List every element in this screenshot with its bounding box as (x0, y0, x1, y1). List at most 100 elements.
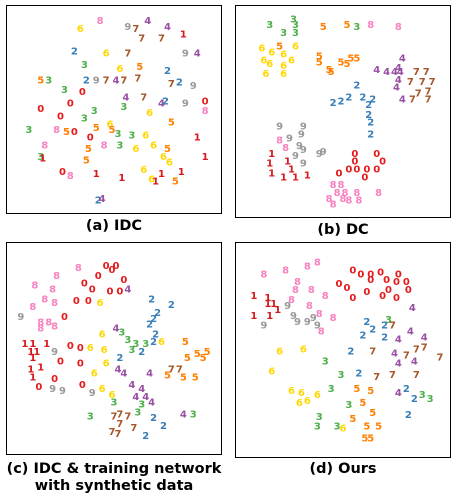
point-label-1: 1 (39, 154, 46, 165)
point-label-8: 8 (308, 285, 315, 296)
point-label-7: 7 (132, 24, 139, 35)
point-label-0: 0 (393, 277, 400, 288)
point-label-2: 2 (152, 329, 159, 340)
point-label-2: 2 (367, 118, 374, 129)
point-label-7: 7 (140, 93, 147, 104)
point-label-4: 4 (421, 333, 428, 344)
point-label-5: 5 (375, 422, 382, 433)
point-label-4: 4 (120, 368, 127, 379)
point-label-3: 3 (132, 339, 139, 350)
point-label-0: 0 (363, 165, 370, 176)
point-label-4: 4 (383, 67, 390, 78)
point-label-3: 3 (190, 409, 197, 420)
point-label-5: 5 (369, 408, 376, 419)
point-label-0: 0 (35, 382, 42, 393)
point-label-4: 4 (113, 75, 120, 86)
point-label-7: 7 (437, 352, 444, 363)
point-label-9: 9 (294, 317, 301, 328)
point-label-5: 5 (184, 353, 191, 364)
point-label-8: 8 (51, 322, 58, 333)
point-label-6: 6 (148, 175, 155, 186)
point-label-3: 3 (138, 400, 145, 411)
point-label-3: 3 (334, 422, 341, 433)
point-label-1: 1 (270, 299, 277, 310)
point-label-2: 2 (369, 94, 376, 105)
point-label-6: 6 (340, 424, 347, 435)
point-label-0: 0 (367, 275, 374, 286)
point-label-5: 5 (109, 125, 116, 136)
point-label-8: 8 (334, 188, 341, 199)
point-label-6: 6 (280, 69, 287, 80)
point-label-6: 6 (107, 119, 114, 130)
point-label-3: 3 (338, 370, 345, 381)
point-label-5: 5 (344, 59, 351, 70)
point-label-6: 6 (258, 44, 265, 55)
point-label-7: 7 (419, 77, 426, 88)
point-label-8: 8 (292, 285, 299, 296)
point-label-0: 0 (85, 296, 92, 307)
point-label-2: 2 (411, 394, 418, 405)
point-label-0: 0 (109, 265, 116, 276)
point-label-0: 0 (51, 374, 58, 385)
point-label-2: 2 (367, 129, 374, 140)
point-label-1: 1 (264, 299, 271, 310)
point-label-6: 6 (260, 55, 267, 66)
point-label-0: 0 (89, 285, 96, 296)
caption-a: (a) IDC (85, 218, 143, 234)
point-label-3: 3 (61, 85, 68, 96)
point-label-1: 1 (180, 30, 187, 41)
point-label-0: 0 (405, 285, 412, 296)
point-label-8: 8 (375, 188, 382, 199)
point-label-5: 5 (347, 53, 354, 64)
point-label-2: 2 (164, 66, 171, 77)
point-label-0: 0 (79, 87, 86, 98)
point-label-7: 7 (403, 350, 410, 361)
point-label-3: 3 (427, 394, 434, 405)
point-label-2: 2 (176, 77, 183, 88)
point-label-5: 5 (363, 422, 370, 433)
point-label-0: 0 (363, 287, 370, 298)
point-label-9: 9 (286, 133, 293, 144)
point-label-0: 0 (95, 271, 102, 282)
point-label-7: 7 (109, 427, 116, 438)
point-label-9: 9 (300, 159, 307, 170)
point-label-0: 0 (357, 269, 364, 280)
point-label-2: 2 (345, 92, 352, 103)
point-label-9: 9 (284, 301, 291, 312)
point-label-5: 5 (180, 372, 187, 383)
point-label-6: 6 (288, 55, 295, 66)
point-label-5: 5 (136, 62, 143, 73)
point-label-3: 3 (290, 14, 297, 25)
point-label-4: 4 (395, 335, 402, 346)
point-label-7: 7 (134, 73, 141, 84)
point-label-4: 4 (144, 16, 151, 27)
point-label-7: 7 (413, 370, 420, 381)
point-label-3: 3 (266, 20, 273, 31)
point-label-9: 9 (298, 129, 305, 140)
point-label-4: 4 (409, 303, 416, 314)
point-label-2: 2 (116, 353, 123, 364)
point-label-1: 1 (118, 173, 125, 184)
point-label-8: 8 (330, 180, 337, 191)
point-label-1: 1 (29, 353, 36, 364)
point-label-4: 4 (395, 75, 402, 86)
point-label-0: 0 (67, 341, 74, 352)
point-label-0: 0 (87, 133, 94, 144)
point-label-1: 1 (288, 165, 295, 176)
point-label-8: 8 (314, 257, 321, 268)
point-label-5: 5 (276, 42, 283, 53)
point-label-4: 4 (148, 398, 155, 409)
point-label-8: 8 (288, 295, 295, 306)
point-label-4: 4 (164, 22, 171, 33)
point-label-3: 3 (353, 22, 360, 33)
point-label-3: 3 (142, 339, 149, 350)
point-label-9: 9 (59, 386, 66, 397)
point-label-1: 1 (93, 169, 100, 180)
point-label-0: 0 (379, 157, 386, 168)
point-label-5: 5 (37, 75, 44, 86)
point-label-0: 0 (77, 359, 84, 370)
point-label-6: 6 (268, 48, 275, 59)
point-label-6: 6 (280, 61, 287, 72)
point-label-5: 5 (172, 177, 179, 188)
